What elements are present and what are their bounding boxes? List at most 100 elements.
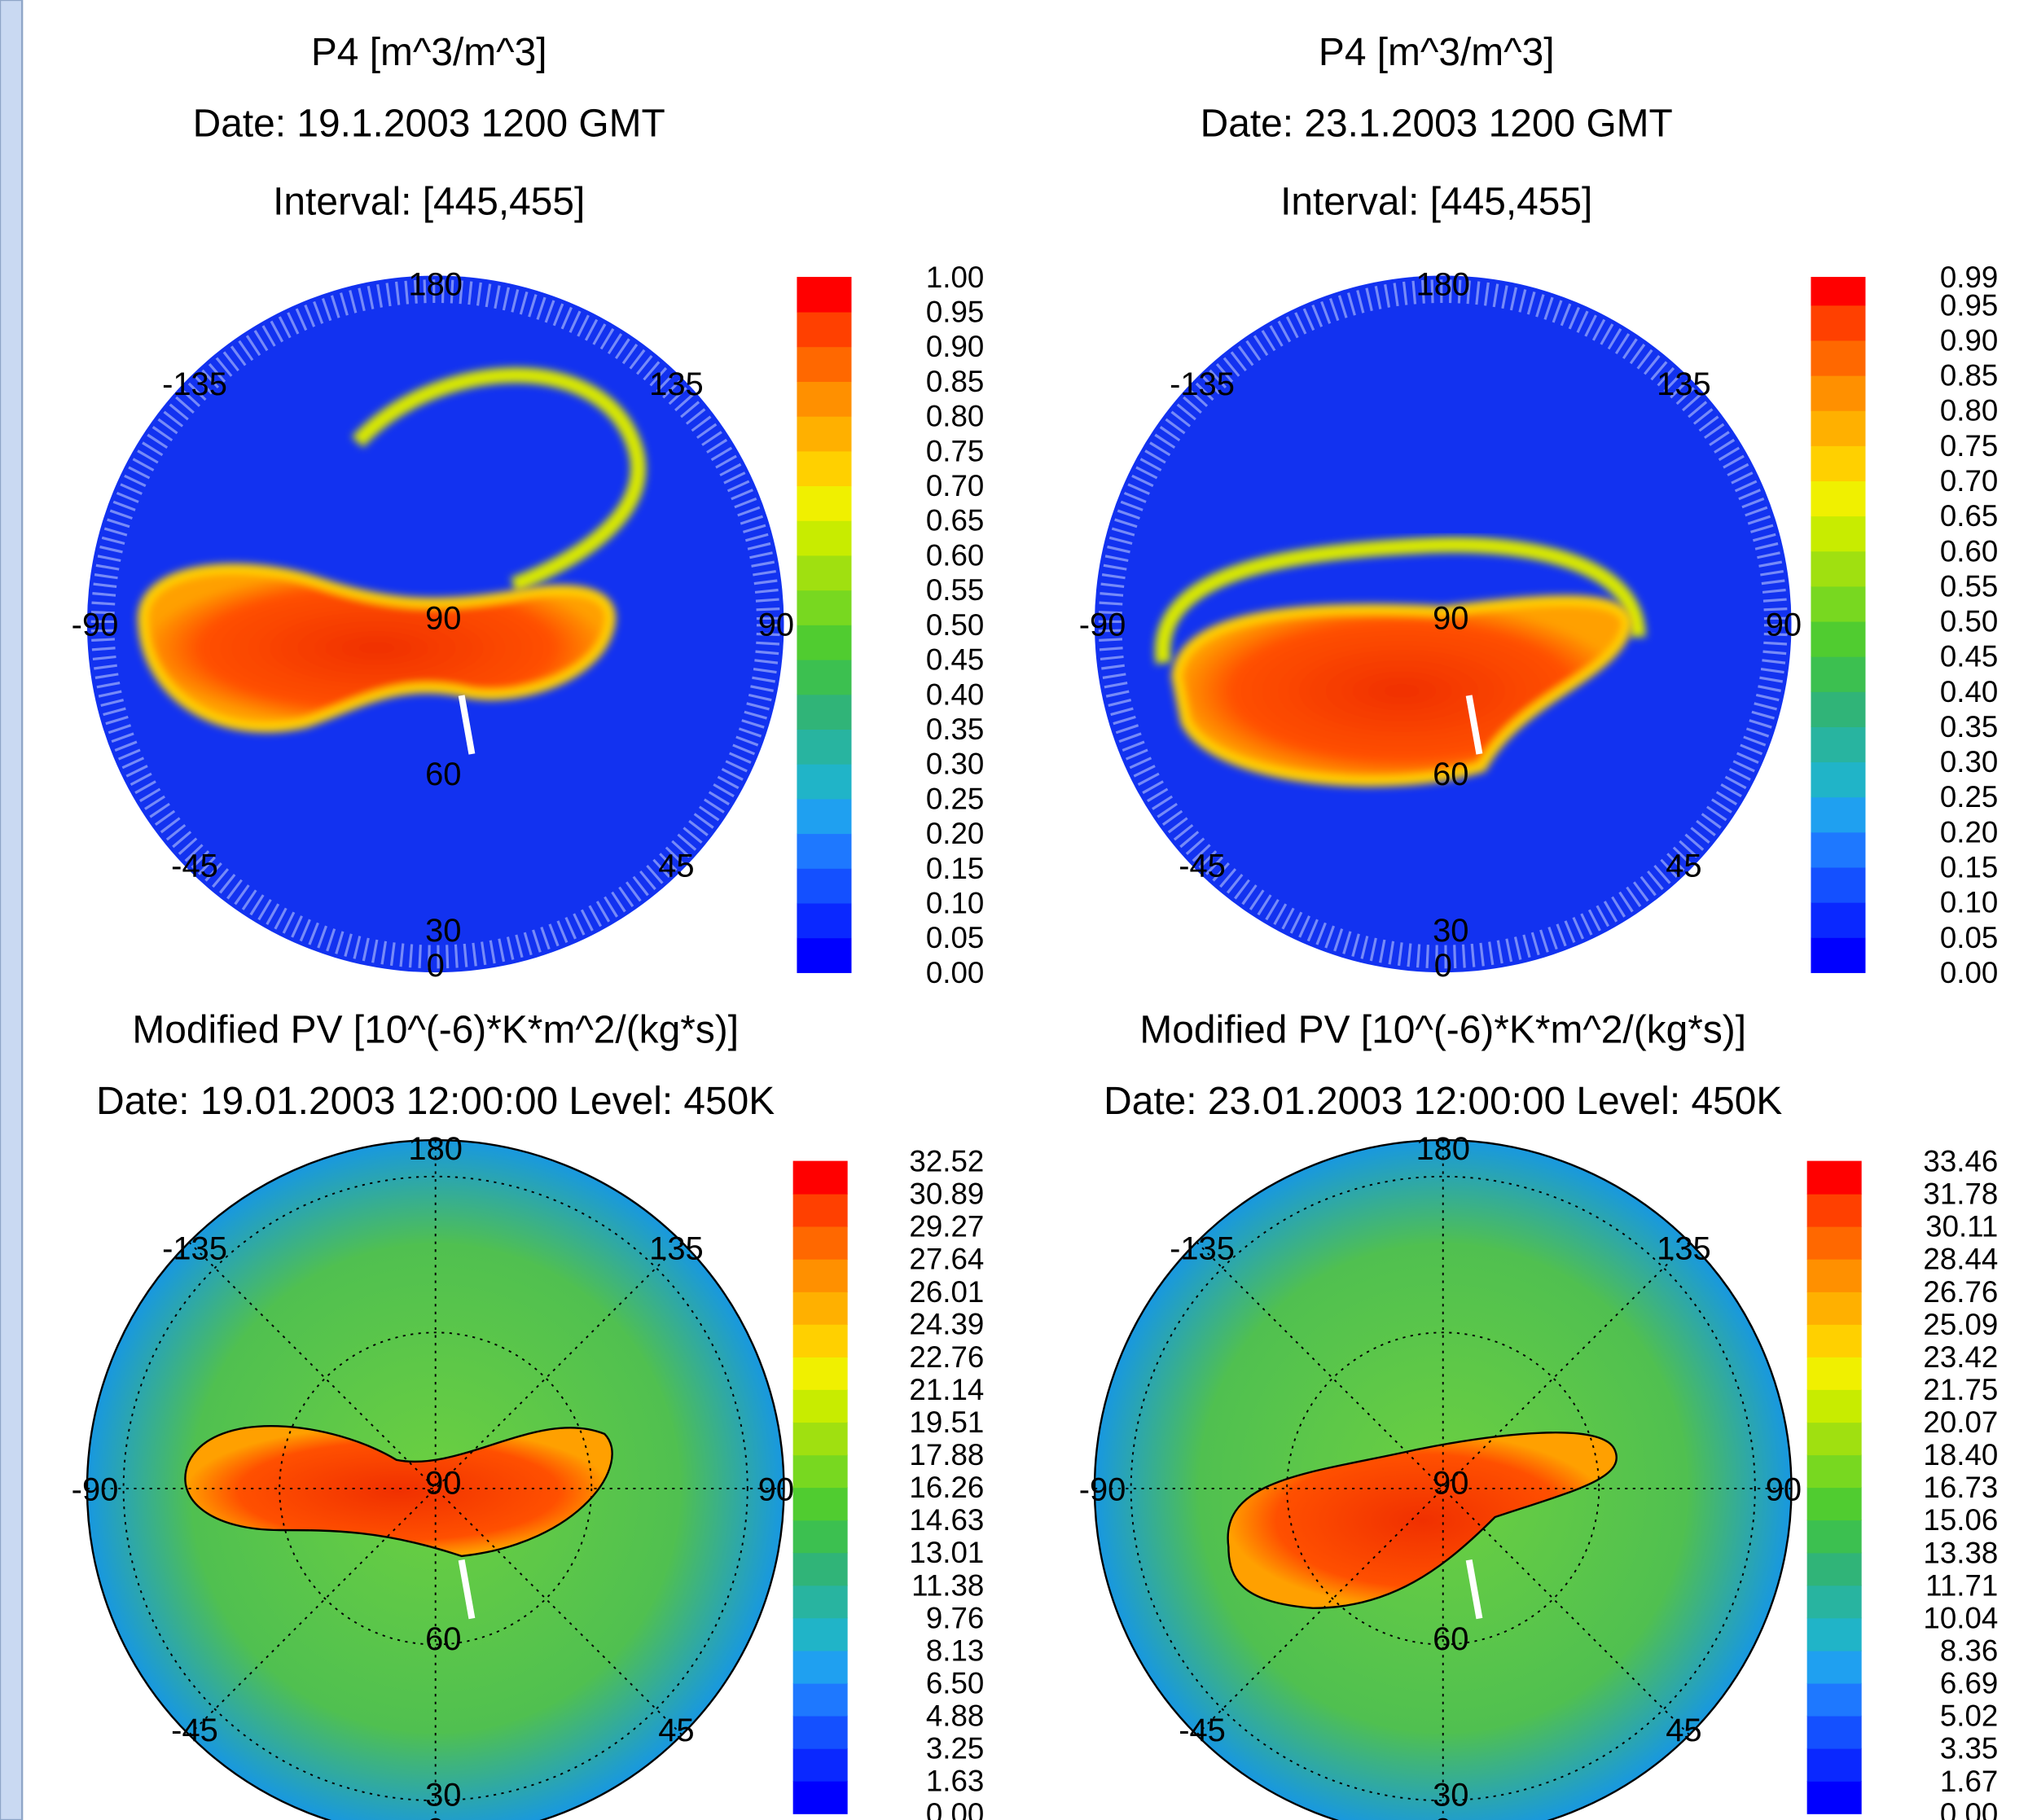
colorbar-tick-label: 0.90 bbox=[926, 330, 984, 363]
colorbar-tick-label: 8.13 bbox=[926, 1634, 984, 1667]
colorbar-tick-label: 0.65 bbox=[926, 504, 984, 537]
filament bbox=[351, 367, 647, 593]
colorbar-band bbox=[792, 1258, 848, 1292]
colorbar-band bbox=[1806, 1226, 1862, 1260]
colorbar-tick-label: 23.42 bbox=[1923, 1340, 1998, 1374]
colorbar-tick-label: 0.25 bbox=[1940, 780, 1998, 814]
colorbar-band bbox=[792, 1357, 848, 1390]
map bbox=[86, 275, 784, 973]
colorbar-band bbox=[1806, 1193, 1862, 1227]
lon-label: -135 bbox=[1170, 366, 1235, 402]
colorbar-tick-label: 0.55 bbox=[1940, 569, 1998, 603]
track bbox=[458, 1559, 476, 1620]
lon-label: 135 bbox=[649, 1231, 704, 1267]
lon-label: -135 bbox=[1170, 1231, 1235, 1267]
colorbar-band bbox=[797, 311, 852, 348]
colorbar-tick-label: 1.63 bbox=[926, 1765, 984, 1798]
colorbar-band bbox=[797, 450, 852, 487]
colorbar-tick-label: 6.69 bbox=[1940, 1667, 1998, 1700]
panel-title: P4 [m^3/m^3] bbox=[1319, 31, 1555, 74]
colorbar-tick-label: 0.00 bbox=[926, 1797, 984, 1820]
panel-title: P4 [m^3/m^3] bbox=[311, 31, 547, 74]
lon-label: 90 bbox=[1766, 607, 1802, 643]
colorbar-tick-label: 20.07 bbox=[1923, 1406, 1998, 1439]
lon-label: 90 bbox=[758, 1471, 794, 1507]
grid-circle bbox=[1286, 1331, 1600, 1646]
colorbar-tick-label: 0.00 bbox=[1940, 956, 1998, 989]
map bbox=[1094, 275, 1792, 973]
colorbar-tick-label: 0.95 bbox=[1940, 288, 1998, 322]
lat-label: 90 bbox=[1433, 601, 1468, 637]
colorbar-tick-label: 0.70 bbox=[1940, 464, 1998, 498]
colorbar-tick-label: 0.15 bbox=[1940, 850, 1998, 884]
colorbar-band bbox=[792, 1520, 848, 1554]
lon-label: 180 bbox=[1416, 1131, 1470, 1167]
colorbar-tick-label: 30.89 bbox=[909, 1178, 984, 1211]
colorbar-band bbox=[792, 1780, 848, 1814]
colorbar-tick-label: 13.01 bbox=[909, 1536, 984, 1569]
grid-circle bbox=[122, 1175, 748, 1802]
lon-label: 135 bbox=[1657, 366, 1711, 402]
colorbar-tick-label: 0.85 bbox=[1940, 359, 1998, 393]
colorbar-tick-label: 0.90 bbox=[1940, 323, 1998, 357]
colorbar-tick-label: 11.71 bbox=[1925, 1568, 1998, 1602]
colorbar-tick-label: 0.30 bbox=[926, 748, 984, 781]
colorbar-tick-label: 13.38 bbox=[1923, 1536, 1998, 1569]
colorbar-tick-label: 29.27 bbox=[909, 1209, 984, 1243]
colorbar-tick-label: 0.80 bbox=[926, 400, 984, 433]
colorbar-tick-label: 0.05 bbox=[926, 921, 984, 954]
colorbar-band bbox=[1811, 691, 1866, 727]
colorbar-tick-label: 4.88 bbox=[926, 1699, 984, 1733]
lon-label: 45 bbox=[1666, 848, 1701, 884]
colorbar-band bbox=[1806, 1389, 1862, 1423]
colorbar-tick-label: 0.35 bbox=[926, 713, 984, 746]
colorbar-tick-label: 11.38 bbox=[911, 1568, 984, 1602]
colorbar-band bbox=[797, 763, 852, 800]
colorbar-band bbox=[1811, 305, 1866, 341]
track bbox=[458, 695, 476, 755]
colorbar-tick-label: 0.15 bbox=[926, 852, 984, 885]
lon-label: -45 bbox=[1179, 1713, 1226, 1748]
colorbar-tick-label: 14.63 bbox=[909, 1503, 984, 1537]
colorbar-tick-label: 0.85 bbox=[926, 365, 984, 398]
colorbar-tick-label: 15.06 bbox=[1923, 1503, 1998, 1537]
colorbar-tick-label: 22.76 bbox=[909, 1340, 984, 1374]
lon-label: -90 bbox=[72, 607, 119, 643]
colorbar-band bbox=[797, 555, 852, 591]
lon-label: 90 bbox=[758, 607, 794, 643]
colorbar-band bbox=[792, 1552, 848, 1586]
colorbar-tick-label: 1.67 bbox=[1940, 1765, 1998, 1798]
colorbar-tick-label: 33.46 bbox=[1923, 1144, 1998, 1178]
colorbar-tick-label: 31.78 bbox=[1923, 1178, 1998, 1211]
colorbar-tick-label: 0.60 bbox=[1940, 534, 1998, 568]
colorbar-tick-label: 17.88 bbox=[909, 1438, 984, 1471]
lat-label: 30 bbox=[425, 1777, 461, 1813]
colorbar-band bbox=[1811, 831, 1866, 868]
colorbar-band bbox=[797, 729, 852, 765]
colorbar-band bbox=[1806, 1520, 1862, 1554]
colorbar-band bbox=[797, 277, 852, 313]
lon-label: 0 bbox=[427, 1813, 445, 1820]
colorbar-band bbox=[1811, 761, 1866, 798]
panel-title: Interval: [445,455] bbox=[273, 180, 585, 223]
colorbar-band bbox=[1806, 1454, 1862, 1489]
colorbar-band bbox=[797, 520, 852, 556]
colorbar-band bbox=[1806, 1160, 1862, 1195]
colorbar-band bbox=[792, 1193, 848, 1227]
colorbar-tick-label: 0.75 bbox=[926, 434, 984, 467]
lon-label: 180 bbox=[408, 266, 463, 302]
colorbar-tick-label: 0.70 bbox=[926, 469, 984, 502]
colorbar-band bbox=[797, 625, 852, 660]
colorbar-tick-label: 0.40 bbox=[1940, 675, 1998, 708]
colorbar-band bbox=[1806, 1617, 1862, 1651]
colorbar-tick-label: 5.02 bbox=[1940, 1699, 1998, 1733]
lat-label: 90 bbox=[1433, 1465, 1468, 1501]
vortex bbox=[138, 563, 617, 733]
colorbar-band bbox=[1811, 375, 1866, 411]
colorbar-tick-label: 26.76 bbox=[1923, 1275, 1998, 1309]
colorbar-band bbox=[1811, 585, 1866, 622]
colorbar-band bbox=[797, 659, 852, 695]
colorbar-band bbox=[1811, 340, 1866, 376]
colorbar-tick-label: 0.45 bbox=[926, 643, 984, 677]
